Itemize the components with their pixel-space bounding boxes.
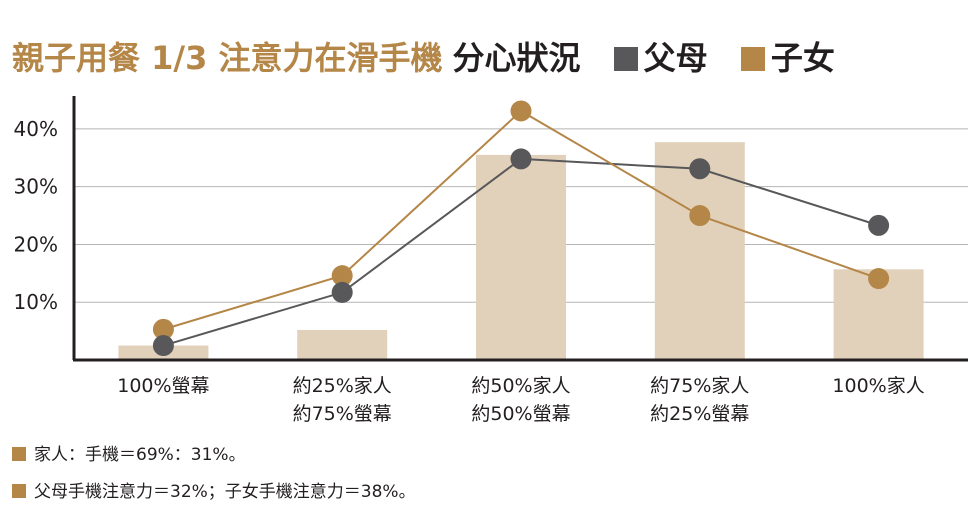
x-tick-label: 約50%家人 — [471, 375, 570, 397]
data-point-child — [331, 265, 353, 287]
y-tick-label: 30% — [14, 175, 58, 199]
x-tick-label: 約75%家人 — [650, 375, 749, 397]
footnote-text: 父母手機注意力＝32%；子女手機注意力＝38%。 — [34, 482, 416, 502]
data-point-parent — [689, 158, 711, 180]
x-tick-label: 約75%螢幕 — [293, 403, 392, 425]
legend-item-child: 子女 — [740, 36, 835, 80]
x-tick-label: 約25%螢幕 — [650, 403, 749, 425]
legend-label-child: 子女 — [770, 39, 835, 77]
data-point-parent — [152, 335, 174, 357]
footnote-family-phone-ratio: 家人：手機＝69%：31%。 — [12, 440, 246, 465]
bar — [297, 329, 388, 360]
chart-title: 親子用餐 1/3 注意力在滑手機 分心狀況 父母 子女 — [12, 36, 835, 80]
data-point-parent — [331, 281, 353, 303]
bar — [476, 154, 566, 360]
legend-item-parent: 父母 — [613, 36, 708, 80]
data-point-child — [689, 205, 711, 227]
data-point-child — [510, 100, 532, 122]
title-sub: 分心狀況 — [452, 39, 581, 77]
x-tick-label: 100%螢幕 — [117, 375, 209, 397]
data-point-child — [868, 268, 890, 290]
data-point-parent — [868, 214, 890, 236]
y-tick-label: 10% — [14, 290, 58, 314]
legend-label-parent: 父母 — [643, 39, 708, 77]
footnote-bullet — [12, 484, 26, 498]
footnote-bullet — [12, 447, 26, 461]
footnote-attention: 父母手機注意力＝32%；子女手機注意力＝38%。 — [12, 477, 416, 502]
footnote-text: 家人：手機＝69%：31%。 — [34, 445, 246, 465]
legend-swatch-parent — [613, 47, 638, 71]
data-point-child — [152, 318, 174, 340]
y-tick-label: 20% — [14, 232, 58, 256]
data-point-parent — [510, 148, 532, 170]
legend-swatch-child — [740, 47, 765, 71]
x-tick-label: 約50%螢幕 — [471, 403, 570, 425]
y-tick-label: 40% — [14, 117, 58, 141]
x-tick-label: 100%家人 — [832, 375, 924, 397]
x-tick-label: 約25%家人 — [293, 375, 392, 397]
title-main: 親子用餐 1/3 注意力在滑手機 — [12, 39, 443, 77]
